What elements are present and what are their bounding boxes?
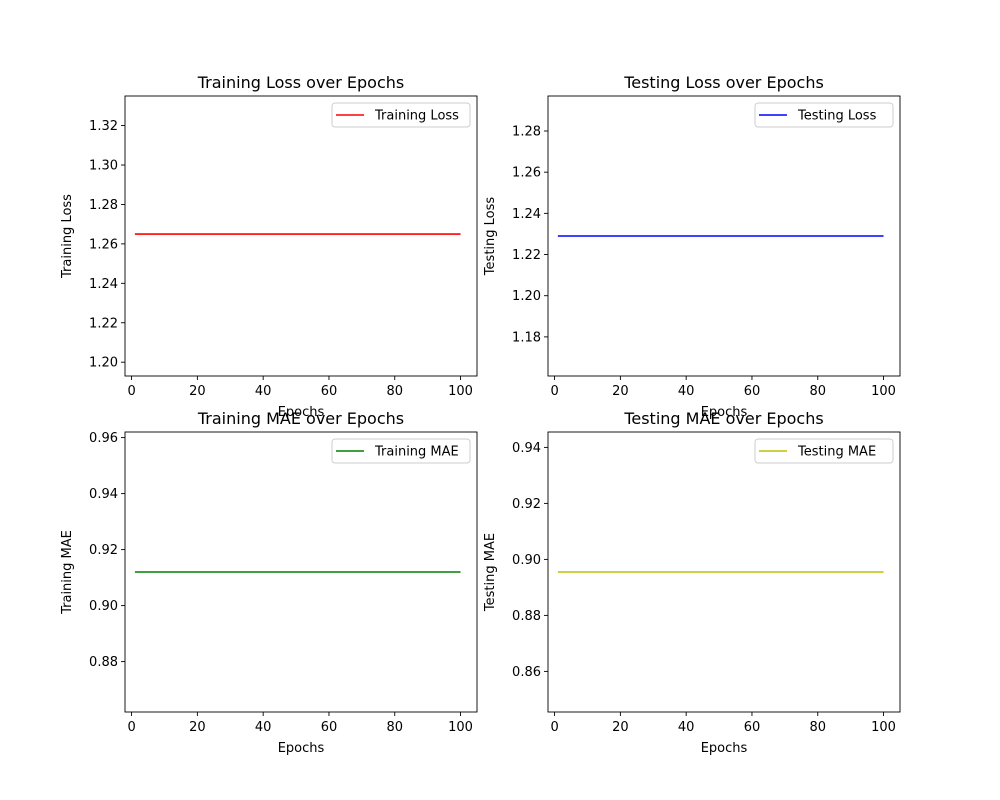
x-tick-label: 100	[448, 384, 473, 399]
y-tick-label: 0.88	[89, 655, 118, 670]
x-tick-label: 0	[550, 384, 558, 399]
legend-label: Testing Loss	[797, 109, 877, 124]
x-axis-label: Epochs	[701, 741, 748, 756]
x-tick-label: 80	[809, 720, 826, 735]
y-tick-label: 0.94	[512, 441, 541, 456]
x-axis-label: Epochs	[278, 405, 325, 420]
y-tick-label: 1.24	[89, 277, 118, 292]
x-tick-label: 0	[127, 384, 135, 399]
y-tick-label: 1.28	[512, 125, 541, 140]
x-tick-label: 0	[550, 720, 558, 735]
chart-title: Training MAE over Epochs	[197, 409, 404, 428]
x-tick-label: 40	[678, 720, 695, 735]
legend: Training MAE	[331, 438, 471, 464]
legend-box	[754, 438, 894, 464]
y-axis-label: Testing Loss	[483, 197, 498, 277]
x-tick-label: 80	[809, 384, 826, 399]
x-tick-label: 60	[321, 384, 338, 399]
x-tick-label: 60	[744, 720, 761, 735]
x-tick-label: 100	[871, 720, 896, 735]
legend-box	[331, 438, 471, 464]
legend-label: Testing MAE	[797, 445, 876, 460]
y-tick-label: 0.86	[512, 665, 541, 680]
legend-label: Training MAE	[374, 445, 459, 460]
y-tick-label: 0.90	[512, 553, 541, 568]
x-tick-label: 0	[127, 720, 135, 735]
legend: Training Loss	[331, 102, 471, 128]
legend: Testing Loss	[754, 102, 894, 128]
x-tick-label: 20	[189, 720, 206, 735]
y-tick-label: 0.96	[89, 431, 118, 446]
x-tick-label: 100	[448, 720, 473, 735]
legend-box	[331, 102, 471, 128]
y-tick-label: 0.92	[512, 497, 541, 512]
axes-frame	[124, 95, 478, 377]
x-tick-label: 80	[386, 720, 403, 735]
x-axis-label: Epochs	[701, 405, 748, 420]
y-axis-label: Training Loss	[60, 194, 75, 279]
x-tick-label: 20	[189, 384, 206, 399]
legend-box	[754, 102, 894, 128]
y-tick-label: 1.30	[89, 159, 118, 174]
x-tick-label: 40	[255, 720, 272, 735]
x-axis-label: Epochs	[278, 741, 325, 756]
axes-frame	[547, 95, 901, 377]
subplot-3: Training MAE over Epochs 0 20 40 60 80 100 0.88…	[60, 409, 478, 756]
y-tick-label: 0.88	[512, 609, 541, 624]
x-tick-label: 60	[744, 384, 761, 399]
chart-title: Testing MAE over Epochs	[623, 409, 823, 428]
y-tick-label: 1.18	[512, 330, 541, 345]
x-tick-label: 40	[678, 384, 695, 399]
axes-frame	[124, 431, 478, 713]
chart-title: Training Loss over Epochs	[197, 73, 405, 92]
y-tick-label: 1.20	[512, 289, 541, 304]
axes-frame	[547, 431, 901, 713]
y-tick-label: 0.94	[89, 487, 118, 502]
y-tick-label: 1.28	[89, 198, 118, 213]
subplot-1: Training Loss over Epochs 0 20 40 60 80 100 1.2…	[60, 73, 478, 420]
y-tick-label: 1.24	[512, 207, 541, 222]
x-tick-label: 60	[321, 720, 338, 735]
y-axis-label: Testing MAE	[483, 533, 498, 612]
y-tick-label: 1.32	[89, 119, 118, 134]
y-axis-label: Training MAE	[60, 530, 75, 615]
y-tick-label: 1.22	[89, 316, 118, 331]
x-tick-label: 40	[255, 384, 272, 399]
x-tick-label: 20	[612, 384, 629, 399]
y-tick-label: 0.90	[89, 599, 118, 614]
x-tick-label: 20	[612, 720, 629, 735]
x-tick-label: 80	[386, 384, 403, 399]
y-tick-label: 1.20	[89, 356, 118, 371]
legend: Testing MAE	[754, 438, 894, 464]
x-tick-label: 100	[871, 384, 896, 399]
y-tick-label: 1.22	[512, 248, 541, 263]
subplot-2: Testing Loss over Epochs 0 20 40 60 80 100 1.18…	[483, 73, 901, 420]
chart-title: Testing Loss over Epochs	[623, 73, 824, 92]
y-tick-label: 1.26	[89, 237, 118, 252]
y-tick-label: 1.26	[512, 166, 541, 181]
legend-label: Training Loss	[374, 109, 459, 124]
subplot-4: Testing MAE over Epochs 0 20 40 60 80 100 0.86 0…	[483, 409, 901, 756]
y-tick-label: 0.92	[89, 543, 118, 558]
